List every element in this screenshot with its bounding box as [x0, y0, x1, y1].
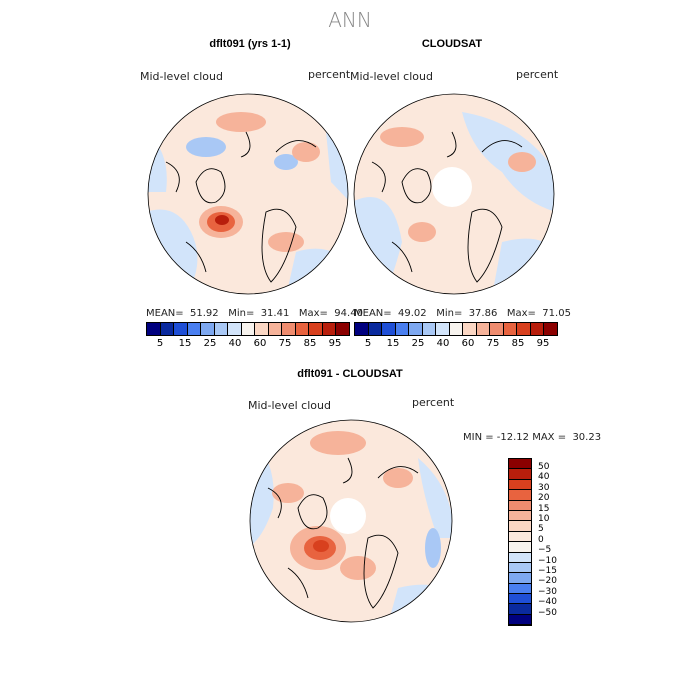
colorbar-swatch: [449, 323, 463, 335]
colorbar-swatch: [509, 521, 531, 532]
diff-panel-title: dflt091 - CLOUDSAT: [297, 368, 403, 380]
colorbar-swatch: [382, 323, 396, 335]
colorbar-swatch: [509, 510, 531, 522]
colorbar-swatch: [214, 323, 228, 335]
colorbar-swatch: [509, 459, 531, 470]
right-panel-title: CLOUDSAT: [421, 38, 483, 50]
colorbar-swatch: [509, 531, 531, 543]
colorbar-tick-label: 5: [156, 338, 164, 349]
colorbar-swatch: [282, 323, 296, 335]
colorbar-swatch: [228, 323, 242, 335]
left-colorbar: [146, 322, 350, 336]
diff-panel-minmax: MIN = -12.12 MAX = 30.23: [463, 432, 602, 443]
colorbar-swatch: [509, 583, 531, 595]
colorbar-swatch: [509, 604, 531, 615]
colorbar-swatch: [436, 323, 450, 335]
colorbar-swatch: [509, 500, 531, 511]
right-colorbar-ticks: 5 15 25 40 60 75 85 95: [354, 338, 556, 350]
colorbar-label: 40: [538, 472, 550, 483]
colorbar-tick-label: 60: [461, 338, 475, 349]
right-panel-units-label: percent: [516, 68, 559, 81]
colorbar-swatch: [509, 614, 531, 626]
colorbar-label: 10: [538, 514, 550, 524]
colorbar-label: −10: [538, 555, 557, 566]
colorbar-label: 15: [538, 503, 550, 514]
right-panel-polar-map: [353, 93, 555, 295]
colorbar-tick-label: 95: [328, 338, 342, 349]
colorbar-tick-label: 85: [511, 338, 525, 349]
colorbar-label: 30: [538, 482, 550, 493]
colorbar-swatch: [509, 479, 531, 491]
colorbar-tick-label: 5: [364, 338, 372, 349]
colorbar-swatch: [509, 490, 531, 501]
colorbar-swatch: [509, 469, 531, 480]
colorbar-tick-label: 25: [411, 338, 425, 349]
left-panel-title: dflt091 (yrs 1-1): [209, 38, 291, 50]
colorbar-tick-label: 95: [536, 338, 550, 349]
colorbar-swatch: [295, 323, 309, 335]
diff-colorbar: [508, 458, 532, 627]
colorbar-label: 20: [538, 493, 550, 504]
colorbar-tick-label: 15: [386, 338, 400, 349]
colorbar-swatch: [147, 323, 161, 335]
colorbar-tick-label: 75: [278, 338, 292, 349]
left-panel-units-label: percent: [308, 68, 351, 81]
colorbar-swatch: [322, 323, 336, 335]
colorbar-swatch: [509, 573, 531, 584]
colorbar-swatch: [517, 323, 531, 335]
diff-panel-variable-label: Mid-level cloud: [248, 399, 331, 412]
colorbar-swatch: [422, 323, 436, 335]
colorbar-tick-label: 40: [228, 338, 242, 349]
colorbar-label: −30: [538, 586, 557, 597]
colorbar-swatch: [174, 323, 188, 335]
colorbar-tick-label: 85: [303, 338, 317, 349]
colorbar-label: −50: [538, 607, 557, 618]
colorbar-label: 50: [538, 462, 550, 472]
colorbar-swatch: [355, 323, 369, 335]
colorbar-swatch: [336, 323, 350, 335]
left-panel-polar-map: [147, 93, 349, 295]
figure-title: ANN: [328, 8, 372, 32]
colorbar-swatch: [160, 323, 174, 335]
colorbar-swatch: [395, 323, 409, 335]
colorbar-tick-label: 75: [486, 338, 500, 349]
colorbar-swatch: [268, 323, 282, 335]
right-panel-variable-label: Mid-level cloud: [350, 70, 433, 83]
colorbar-label: −5: [538, 545, 552, 556]
colorbar-swatch: [255, 323, 269, 335]
colorbar-tick-label: 25: [203, 338, 217, 349]
colorbar-swatch: [409, 323, 423, 335]
colorbar-swatch: [201, 323, 215, 335]
colorbar-swatch: [509, 562, 531, 574]
colorbar-swatch: [490, 323, 504, 335]
colorbar-tick-label: 60: [253, 338, 267, 349]
right-panel-stats: MEAN= 49.02 Min= 37.86 Max= 71.05: [354, 308, 571, 319]
colorbar-swatch: [503, 323, 517, 335]
diff-panel-units-label: percent: [412, 396, 455, 409]
colorbar-swatch: [187, 323, 201, 335]
colorbar-swatch: [309, 323, 323, 335]
left-panel-stats: MEAN= 51.92 Min= 31.41 Max= 94.40: [146, 308, 363, 319]
diff-panel-polar-map: [249, 419, 453, 623]
colorbar-label: −15: [538, 566, 557, 576]
colorbar-swatch: [544, 323, 558, 335]
colorbar-swatch: [476, 323, 490, 335]
left-panel-variable-label: Mid-level cloud: [140, 70, 223, 83]
colorbar-swatch: [463, 323, 477, 335]
right-colorbar: [354, 322, 558, 336]
colorbar-swatch: [509, 552, 531, 563]
left-colorbar-ticks: 5 15 25 40 60 75 85 95: [146, 338, 348, 350]
colorbar-swatch: [509, 542, 531, 553]
colorbar-label: −20: [538, 576, 557, 587]
colorbar-label: 5: [538, 524, 544, 535]
colorbar-swatch: [368, 323, 382, 335]
colorbar-label: −40: [538, 597, 557, 608]
colorbar-tick-label: 40: [436, 338, 450, 349]
colorbar-tick-label: 15: [178, 338, 192, 349]
colorbar-swatch: [509, 594, 531, 605]
colorbar-swatch: [241, 323, 255, 335]
colorbar-swatch: [530, 323, 544, 335]
colorbar-label: 0: [538, 534, 544, 545]
